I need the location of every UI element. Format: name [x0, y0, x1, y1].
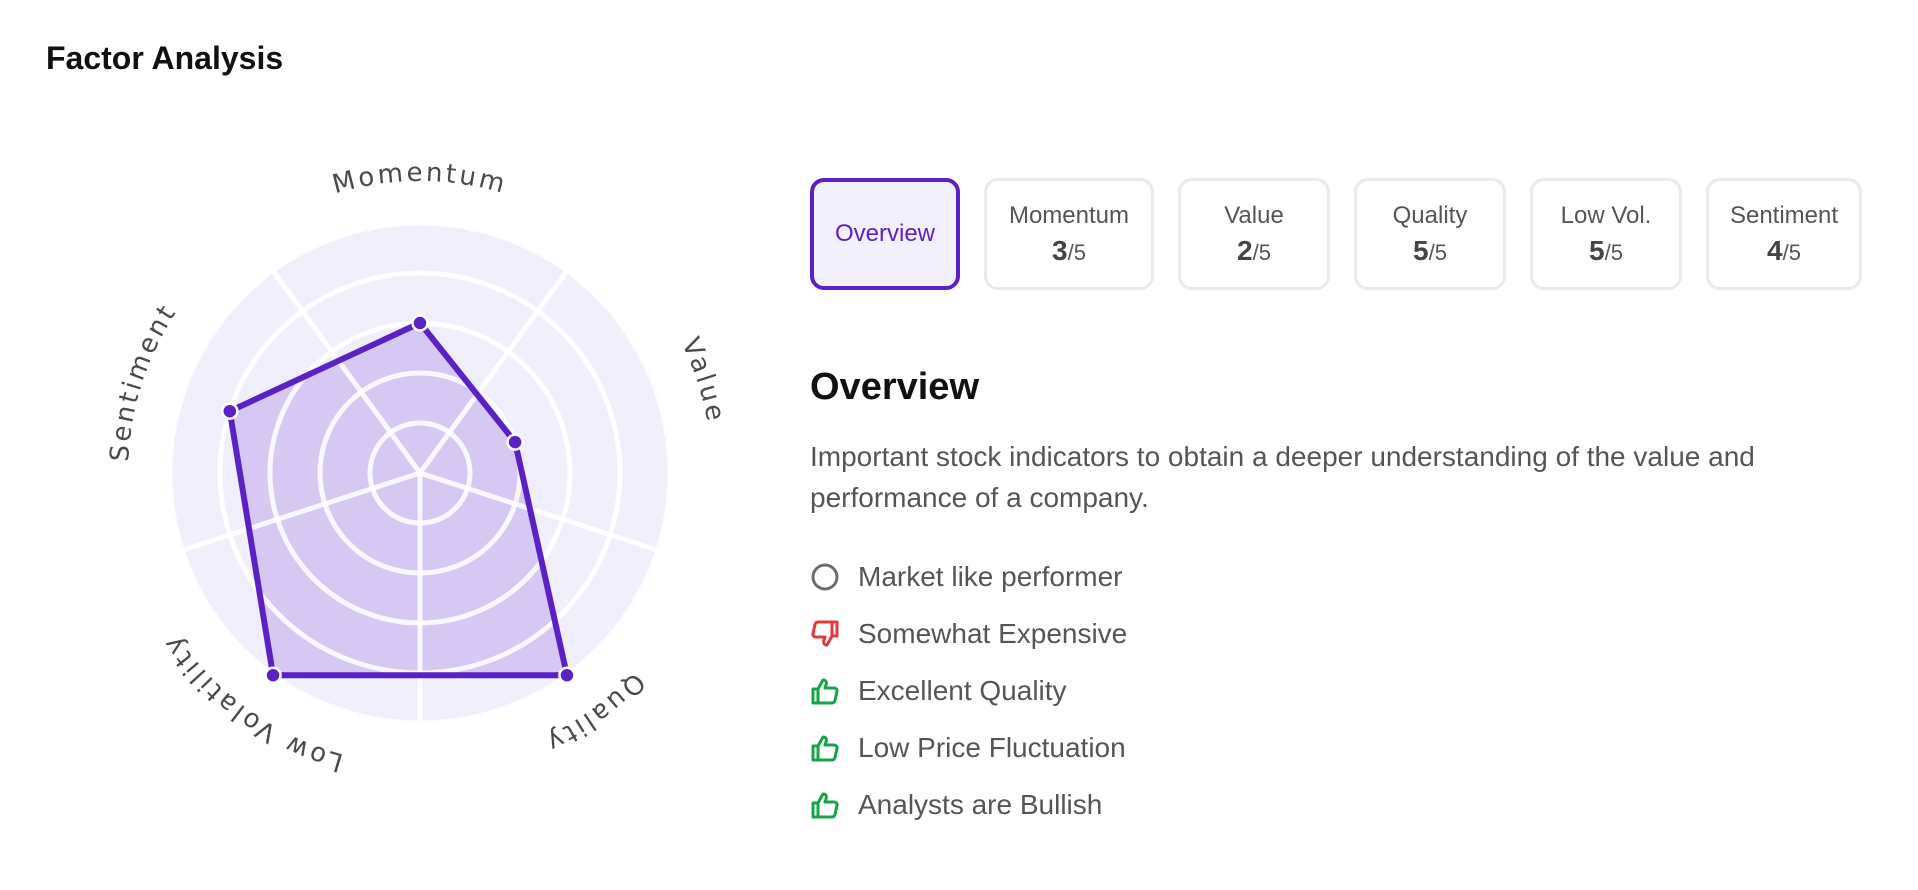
- thumbs-up-icon: [810, 733, 840, 763]
- radar-area-outline: [226, 320, 570, 679]
- radar-grid-spoke: [419, 470, 659, 553]
- radar-point-5: [221, 402, 239, 420]
- radar-point-1: [411, 314, 429, 332]
- tab-sentiment[interactable]: Sentiment 4/5: [1706, 178, 1862, 290]
- tab-label: Overview: [834, 220, 936, 247]
- thumbs-down-icon: [810, 619, 840, 649]
- tab-score: 3/5: [1052, 235, 1086, 266]
- section-heading: Overview: [810, 366, 979, 408]
- radar-grid-spoke: [417, 269, 569, 475]
- radar-point-2: [506, 433, 524, 451]
- tab-score: 4/5: [1767, 235, 1801, 266]
- factor-tabs: Overview Momentum 3/5 Value 2/5 Quality …: [810, 178, 1862, 290]
- indicator-text: Excellent Quality: [858, 674, 1067, 706]
- tab-score: 5/5: [1413, 235, 1447, 266]
- tab-momentum[interactable]: Momentum 3/5: [984, 178, 1154, 290]
- overview-description: Important stock indicators to obtain a d…: [810, 441, 1755, 513]
- radar-point-3: [558, 666, 576, 685]
- tab-score: 2/5: [1237, 235, 1271, 266]
- indicator-list: Market like performer Somewhat Expensive…: [810, 548, 1127, 833]
- radar-area-fill: [229, 323, 567, 676]
- tab-quality[interactable]: Quality 5/5: [1354, 178, 1506, 290]
- axis-label: Value: [675, 333, 731, 426]
- page-title: Factor Analysis: [46, 40, 284, 76]
- list-item: Analysts are Bullish: [810, 776, 1127, 833]
- indicator-text: Analysts are Bullish: [858, 788, 1103, 820]
- list-item: Market like performer: [810, 548, 1127, 605]
- radar-grid-spoke: [271, 269, 423, 475]
- radar-grid-spoke: [181, 470, 421, 553]
- axis-label: Momentum: [329, 158, 510, 200]
- list-item: Low Price Fluctuation: [810, 719, 1127, 776]
- thumbs-up-icon: [810, 790, 840, 820]
- tab-overview[interactable]: Overview: [810, 178, 960, 290]
- thumbs-up-icon: [810, 676, 840, 706]
- tab-label: Quality: [1392, 202, 1468, 229]
- tab-label: Low Vol.: [1560, 202, 1652, 229]
- list-item: Somewhat Expensive: [810, 605, 1127, 662]
- list-item: Excellent Quality: [810, 662, 1127, 719]
- tab-low-vol[interactable]: Low Vol. 5/5: [1530, 178, 1682, 290]
- tab-score: 5/5: [1589, 235, 1623, 266]
- tab-value[interactable]: Value 2/5: [1178, 178, 1330, 290]
- tab-label: Sentiment: [1729, 202, 1839, 229]
- radar-chart: Momentum Value Quality Low Volatility Sentim…: [80, 130, 760, 810]
- indicator-text: Low Price Fluctuation: [858, 731, 1126, 763]
- tab-label: Momentum: [1008, 202, 1130, 229]
- circle-outline-icon: [810, 562, 840, 592]
- indicator-text: Market like performer: [858, 560, 1123, 592]
- indicator-text: Somewhat Expensive: [858, 617, 1128, 649]
- radar-point-4: [264, 666, 282, 685]
- tab-label: Value: [1224, 202, 1284, 229]
